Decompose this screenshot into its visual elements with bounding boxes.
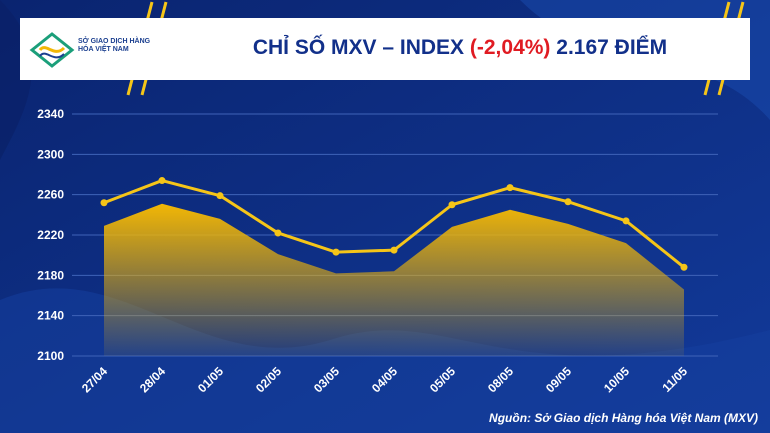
- data-point: [448, 201, 456, 209]
- header-banner: SỞ GIAO DỊCH HÀNG HÓA VIỆT NAM CHỈ SỐ MX…: [20, 18, 750, 80]
- area-series: [104, 203, 684, 356]
- x-tick-label: 27/04: [79, 364, 110, 395]
- source-note: Nguồn: Sở Giao dịch Hàng hóa Việt Nam (M…: [489, 411, 758, 425]
- y-tick-label: 2140: [37, 309, 64, 323]
- x-tick-label: 10/05: [601, 364, 632, 395]
- y-tick-label: 2100: [37, 349, 64, 363]
- data-point: [158, 177, 166, 185]
- data-point: [100, 199, 108, 207]
- x-tick-label: 28/04: [137, 364, 168, 395]
- data-point: [332, 248, 340, 256]
- data-point: [216, 192, 224, 200]
- data-point: [390, 246, 398, 254]
- title-suffix: 2.167 ĐIỂM: [556, 36, 668, 59]
- y-tick-label: 2180: [37, 268, 64, 282]
- data-point: [506, 184, 514, 192]
- data-point: [622, 217, 630, 225]
- mxv-logo-icon: [29, 32, 75, 68]
- x-tick-label: 01/05: [195, 364, 226, 395]
- data-point: [564, 198, 572, 206]
- y-tick-label: 2260: [37, 188, 64, 202]
- y-tick-label: 2220: [37, 228, 64, 242]
- x-tick-label: 11/05: [659, 364, 690, 395]
- x-tick-label: 03/05: [311, 364, 342, 395]
- title-change: (-2,04%): [469, 36, 551, 59]
- x-tick-label: 09/05: [543, 364, 574, 395]
- x-tick-label: 02/05: [253, 364, 284, 395]
- page-title: CHỈ SỐ MXV – INDEX (-2,04%) 2.167 ĐIỂM: [190, 36, 730, 60]
- y-tick-label: 2340: [37, 107, 64, 121]
- x-tick-label: 04/05: [369, 364, 400, 395]
- data-point: [680, 263, 688, 271]
- logo-text: SỞ GIAO DỊCH HÀNG HÓA VIỆT NAM: [78, 38, 151, 53]
- x-tick-label: 05/05: [427, 364, 458, 395]
- y-tick-label: 2300: [37, 147, 64, 161]
- x-tick-label: 08/05: [485, 364, 516, 395]
- title-prefix: CHỈ SỐ MXV – INDEX: [252, 36, 465, 59]
- data-point: [274, 229, 282, 237]
